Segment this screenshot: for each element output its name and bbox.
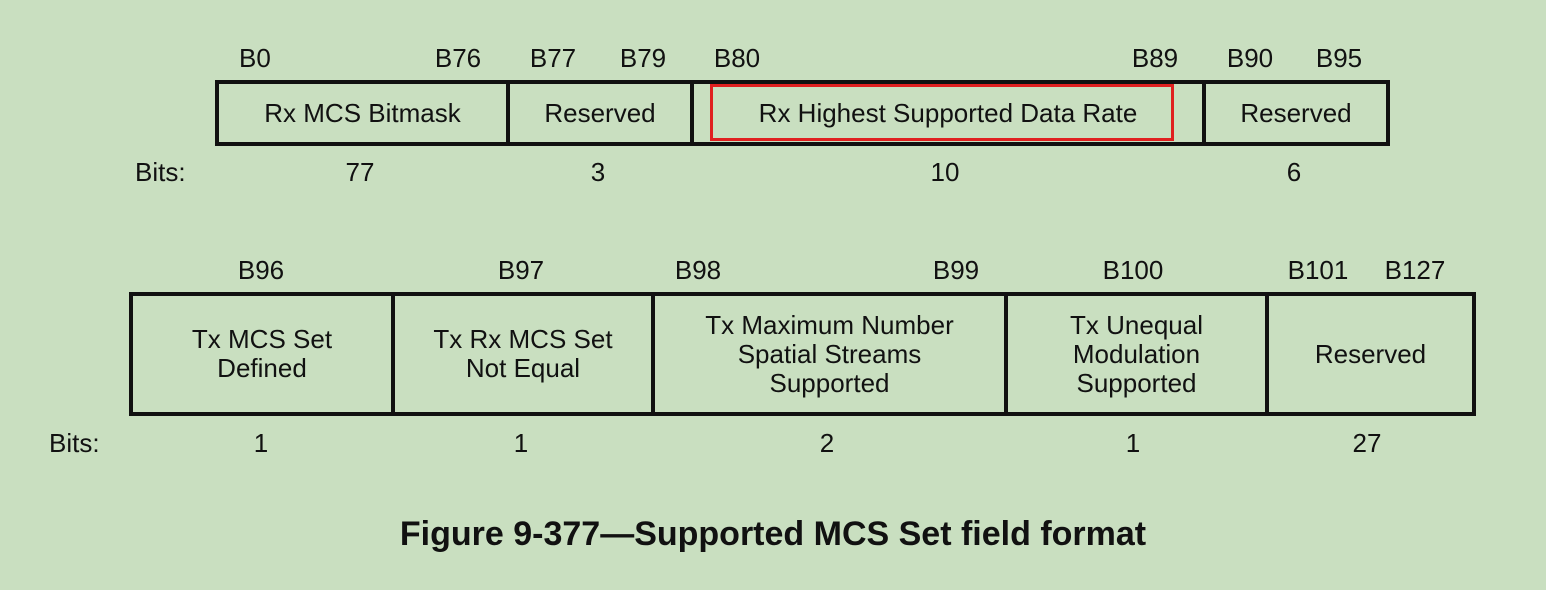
field-label: Reserved [1314, 338, 1427, 369]
bits-value: 27 [1352, 428, 1382, 458]
bits-value: 6 [1286, 157, 1302, 187]
bit-marker-b96: B96 [237, 255, 285, 285]
bit-marker-b97: B97 [497, 255, 545, 285]
bits-value: 1 [513, 428, 529, 458]
bit-marker-b77: B77 [529, 43, 577, 73]
field-tx-max-spatial-streams: Tx Maximum Number Spatial Streams Suppor… [655, 296, 1008, 412]
bit-marker-b89: B89 [1131, 43, 1179, 73]
field-reserved-3: Reserved [1269, 296, 1472, 412]
bits-value: 10 [930, 157, 960, 187]
bit-marker-b76: B76 [434, 43, 482, 73]
bits-label-row-1: Bits: [135, 157, 186, 187]
bits-value: 77 [345, 157, 375, 187]
field-label-line: Tx Rx MCS Set [433, 324, 613, 354]
bits-value: 2 [819, 428, 835, 458]
field-label-line: Tx Unequal [1070, 309, 1203, 340]
bit-marker-b127: B127 [1384, 255, 1446, 285]
field-label: Reserved [544, 97, 656, 128]
field-label-line: Modulation [1072, 338, 1201, 369]
bits-value: 1 [1125, 428, 1141, 458]
bit-marker-b100: B100 [1102, 255, 1164, 285]
bit-marker-b101: B101 [1287, 255, 1349, 285]
field-label-line: Spatial Streams [737, 338, 922, 369]
bit-marker-b95: B95 [1315, 43, 1363, 73]
bits-label-row-2: Bits: [49, 428, 100, 458]
highlight-box [710, 84, 1174, 141]
field-label: Reserved [1240, 97, 1352, 128]
field-rx-highest-supported-data-rate: Rx Highest Supported Data Rate [690, 84, 1202, 142]
field-tx-mcs-set-defined: Tx MCS Set Defined [133, 296, 395, 412]
field-label-line: Tx MCS Set [191, 324, 333, 354]
bit-marker-b80: B80 [713, 43, 761, 73]
bit-marker-b99: B99 [932, 255, 980, 285]
field-format-row-1: Rx MCS Bitmask Reserved Rx Highest Suppo… [215, 80, 1390, 146]
field-label-line: Not Equal [465, 353, 581, 383]
bits-value: 3 [590, 157, 606, 187]
field-label-line: Supported [1076, 367, 1197, 398]
figure-caption: Figure 9-377—Supported MCS Set field for… [399, 515, 1147, 553]
field-reserved-1: Reserved [506, 84, 690, 142]
field-tx-rx-mcs-set-not-equal: Tx Rx MCS Set Not Equal [395, 296, 655, 412]
field-rx-mcs-bitmask: Rx MCS Bitmask [215, 84, 506, 142]
field-tx-unequal-modulation: Tx Unequal Modulation Supported [1008, 296, 1269, 412]
field-label: Rx MCS Bitmask [264, 97, 461, 128]
field-reserved-2: Reserved [1202, 84, 1390, 142]
bit-marker-b0: B0 [239, 43, 271, 73]
field-label-line: Tx Maximum Number [705, 309, 954, 340]
field-format-row-2: Tx MCS Set Defined Tx Rx MCS Set Not Equ… [129, 292, 1476, 416]
bits-value: 1 [253, 428, 269, 458]
bit-marker-b79: B79 [619, 43, 667, 73]
field-label-line: Supported [769, 367, 890, 398]
bit-marker-b90: B90 [1226, 43, 1274, 73]
field-label-line: Defined [217, 353, 307, 383]
field-label: Rx Highest Supported Data Rate [758, 97, 1138, 128]
bit-marker-b98: B98 [674, 255, 722, 285]
